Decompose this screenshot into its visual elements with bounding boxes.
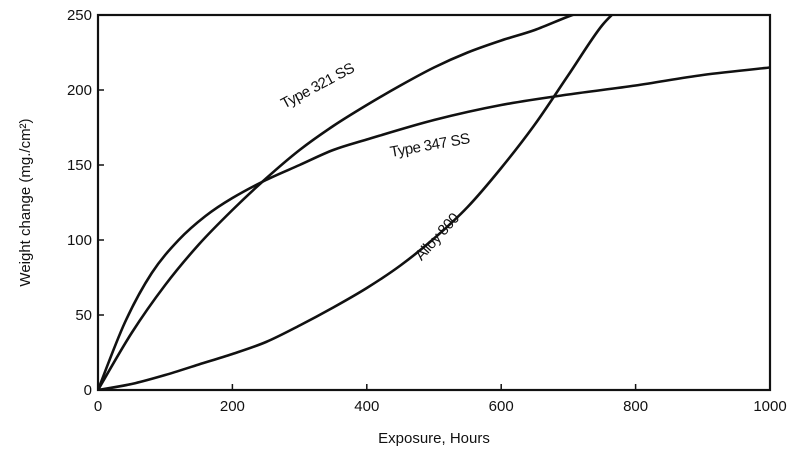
y-tick-label: 150 — [67, 157, 92, 174]
x-tick-label: 200 — [220, 398, 245, 415]
x-tick-label: 600 — [489, 398, 514, 415]
y-axis-title: Weight change (mg./cm²) — [17, 118, 34, 286]
curve-label: Alloy 800 — [412, 210, 463, 264]
x-tick-label: 400 — [354, 398, 379, 415]
y-tick-label: 50 — [75, 307, 92, 324]
x-tick-label: 0 — [94, 398, 102, 415]
x-axis-title: Exposure, Hours — [378, 430, 490, 447]
x-axis: 0 200 400 600 800 1000 — [94, 384, 787, 415]
curve-label: Type 347 SS — [389, 130, 472, 161]
series-line-alloy-800 — [98, 15, 614, 390]
series-line-type-321-ss — [98, 15, 577, 390]
series-group — [98, 15, 770, 390]
y-tick-label: 200 — [67, 82, 92, 99]
y-tick-label: 250 — [67, 7, 92, 24]
x-tick-label: 800 — [623, 398, 648, 415]
plot-frame — [96, 13, 772, 392]
y-tick-label: 0 — [84, 382, 92, 399]
plot-area — [96, 13, 772, 392]
y-axis: 0 50 100 150 200 250 — [67, 7, 104, 399]
series-line-type-347-ss — [98, 66, 770, 390]
y-tick-label: 100 — [67, 232, 92, 249]
curve-label: Type 321 SS — [278, 59, 357, 112]
x-tick-label: 1000 — [753, 398, 786, 415]
